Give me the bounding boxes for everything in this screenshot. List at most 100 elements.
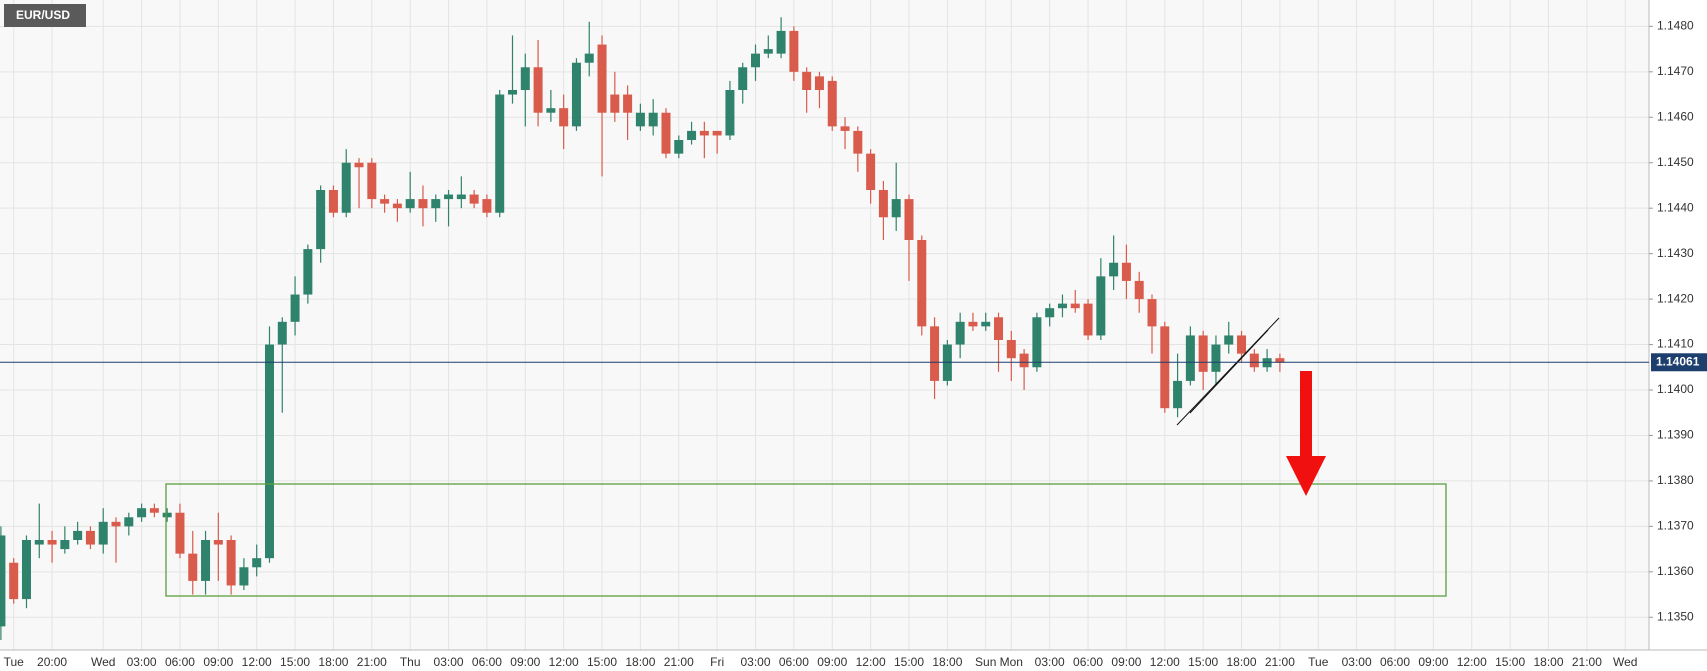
- x-tick-label: 06:00: [165, 655, 195, 669]
- candle-body: [623, 94, 633, 113]
- x-tick-label: 15:00: [280, 655, 310, 669]
- candle-body: [188, 553, 198, 581]
- chart-title: EUR/USD: [16, 8, 70, 22]
- candle-body: [699, 130, 709, 136]
- candle-body: [201, 540, 211, 581]
- candle-body: [1237, 335, 1247, 354]
- candle-body: [827, 80, 837, 127]
- x-tick-label: 12:00: [1150, 655, 1180, 669]
- candle-body: [456, 194, 466, 200]
- candle-body: [584, 53, 594, 63]
- x-tick-label: 20:00: [37, 655, 67, 669]
- candle-body: [891, 199, 901, 218]
- candle-body: [213, 540, 223, 545]
- x-tick-label: Mon: [1000, 655, 1023, 669]
- candle-body: [520, 67, 530, 90]
- x-tick-label: 18:00: [625, 655, 655, 669]
- y-tick-label: 1.1380: [1657, 473, 1694, 487]
- candle-body: [789, 30, 799, 72]
- y-tick-label: 1.1400: [1657, 382, 1694, 396]
- y-tick-label: 1.1430: [1657, 246, 1694, 260]
- candle-body: [354, 162, 364, 168]
- plot-background: [0, 0, 1649, 650]
- y-tick-label: 1.1470: [1657, 64, 1694, 78]
- candle-body: [648, 112, 658, 127]
- x-tick-label: 03:00: [740, 655, 770, 669]
- candle-body: [763, 49, 773, 54]
- candle-body: [1006, 340, 1016, 359]
- candle-body: [571, 62, 581, 127]
- candle-body: [1185, 335, 1195, 381]
- candle-body: [1275, 358, 1285, 363]
- candle-body: [725, 90, 735, 136]
- candle-body: [1147, 299, 1157, 327]
- candle-body: [1109, 262, 1119, 277]
- y-tick-label: 1.1390: [1657, 428, 1694, 442]
- grid: [0, 0, 1649, 650]
- y-tick-label: 1.1420: [1657, 291, 1694, 305]
- x-tick-label: Fri: [710, 655, 724, 669]
- candle-body: [1211, 344, 1221, 372]
- candle-body: [917, 240, 927, 327]
- candle-body: [392, 203, 402, 209]
- candle-body: [226, 540, 236, 586]
- x-tick-label: 09:00: [1418, 655, 1448, 669]
- candle-body: [1019, 353, 1029, 368]
- candle-body: [444, 194, 454, 200]
- candle-body: [712, 130, 722, 136]
- x-tick-label: 15:00: [1495, 655, 1525, 669]
- candle-body: [1121, 262, 1131, 281]
- candle-body: [469, 194, 479, 204]
- candle-body: [341, 162, 351, 213]
- candle-body: [968, 321, 978, 327]
- candle-body: [559, 108, 569, 127]
- candle-body: [60, 540, 70, 550]
- x-tick-label: 12:00: [549, 655, 579, 669]
- trend-line: [1189, 329, 1269, 414]
- current-price-box: [1651, 353, 1707, 372]
- candle-body: [1173, 380, 1183, 409]
- candle-body: [546, 108, 556, 113]
- x-tick-label: 03:00: [1035, 655, 1065, 669]
- x-tick-label: Sun: [975, 655, 996, 669]
- candle-body: [904, 199, 914, 240]
- x-tick-label: Tue: [4, 655, 25, 669]
- y-tick-label: 1.1360: [1657, 564, 1694, 578]
- candle-body: [316, 190, 326, 250]
- candle-body: [85, 530, 95, 545]
- candle-body: [111, 521, 121, 527]
- candle-body: [405, 199, 415, 209]
- x-tick-label: 21:00: [1265, 655, 1295, 669]
- candle-body: [264, 344, 274, 559]
- x-tick-label: 09:00: [1111, 655, 1141, 669]
- candle-body: [239, 567, 249, 586]
- candle-body: [635, 112, 645, 127]
- current-price-label: 1.14061: [1656, 354, 1700, 368]
- x-tick-label: 03:00: [434, 655, 464, 669]
- candle-body: [47, 540, 57, 545]
- candle-body: [380, 199, 390, 204]
- x-tick-label: Wed: [91, 655, 115, 669]
- y-tick-label: 1.1440: [1657, 200, 1694, 214]
- candle-body: [175, 512, 185, 554]
- y-tick-label: 1.1480: [1657, 19, 1694, 33]
- candle-body: [674, 140, 684, 154]
- candle-body: [751, 53, 761, 68]
- x-tick-label: 21:00: [664, 655, 694, 669]
- candle-body: [994, 317, 1004, 340]
- arrow-head: [1286, 456, 1326, 496]
- candle-body: [776, 30, 786, 54]
- candle-body: [418, 199, 428, 209]
- candle-body: [34, 540, 44, 545]
- candle-body: [1134, 280, 1144, 300]
- y-tick-label: 1.1370: [1657, 519, 1694, 533]
- support-zone: [165, 483, 1447, 597]
- candle-body: [21, 540, 31, 600]
- candle-body: [866, 153, 876, 190]
- x-tick-label: 15:00: [587, 655, 617, 669]
- candle-body: [303, 249, 313, 295]
- candle-body: [1083, 303, 1093, 336]
- candle-body: [98, 521, 108, 545]
- candle-body: [878, 190, 888, 218]
